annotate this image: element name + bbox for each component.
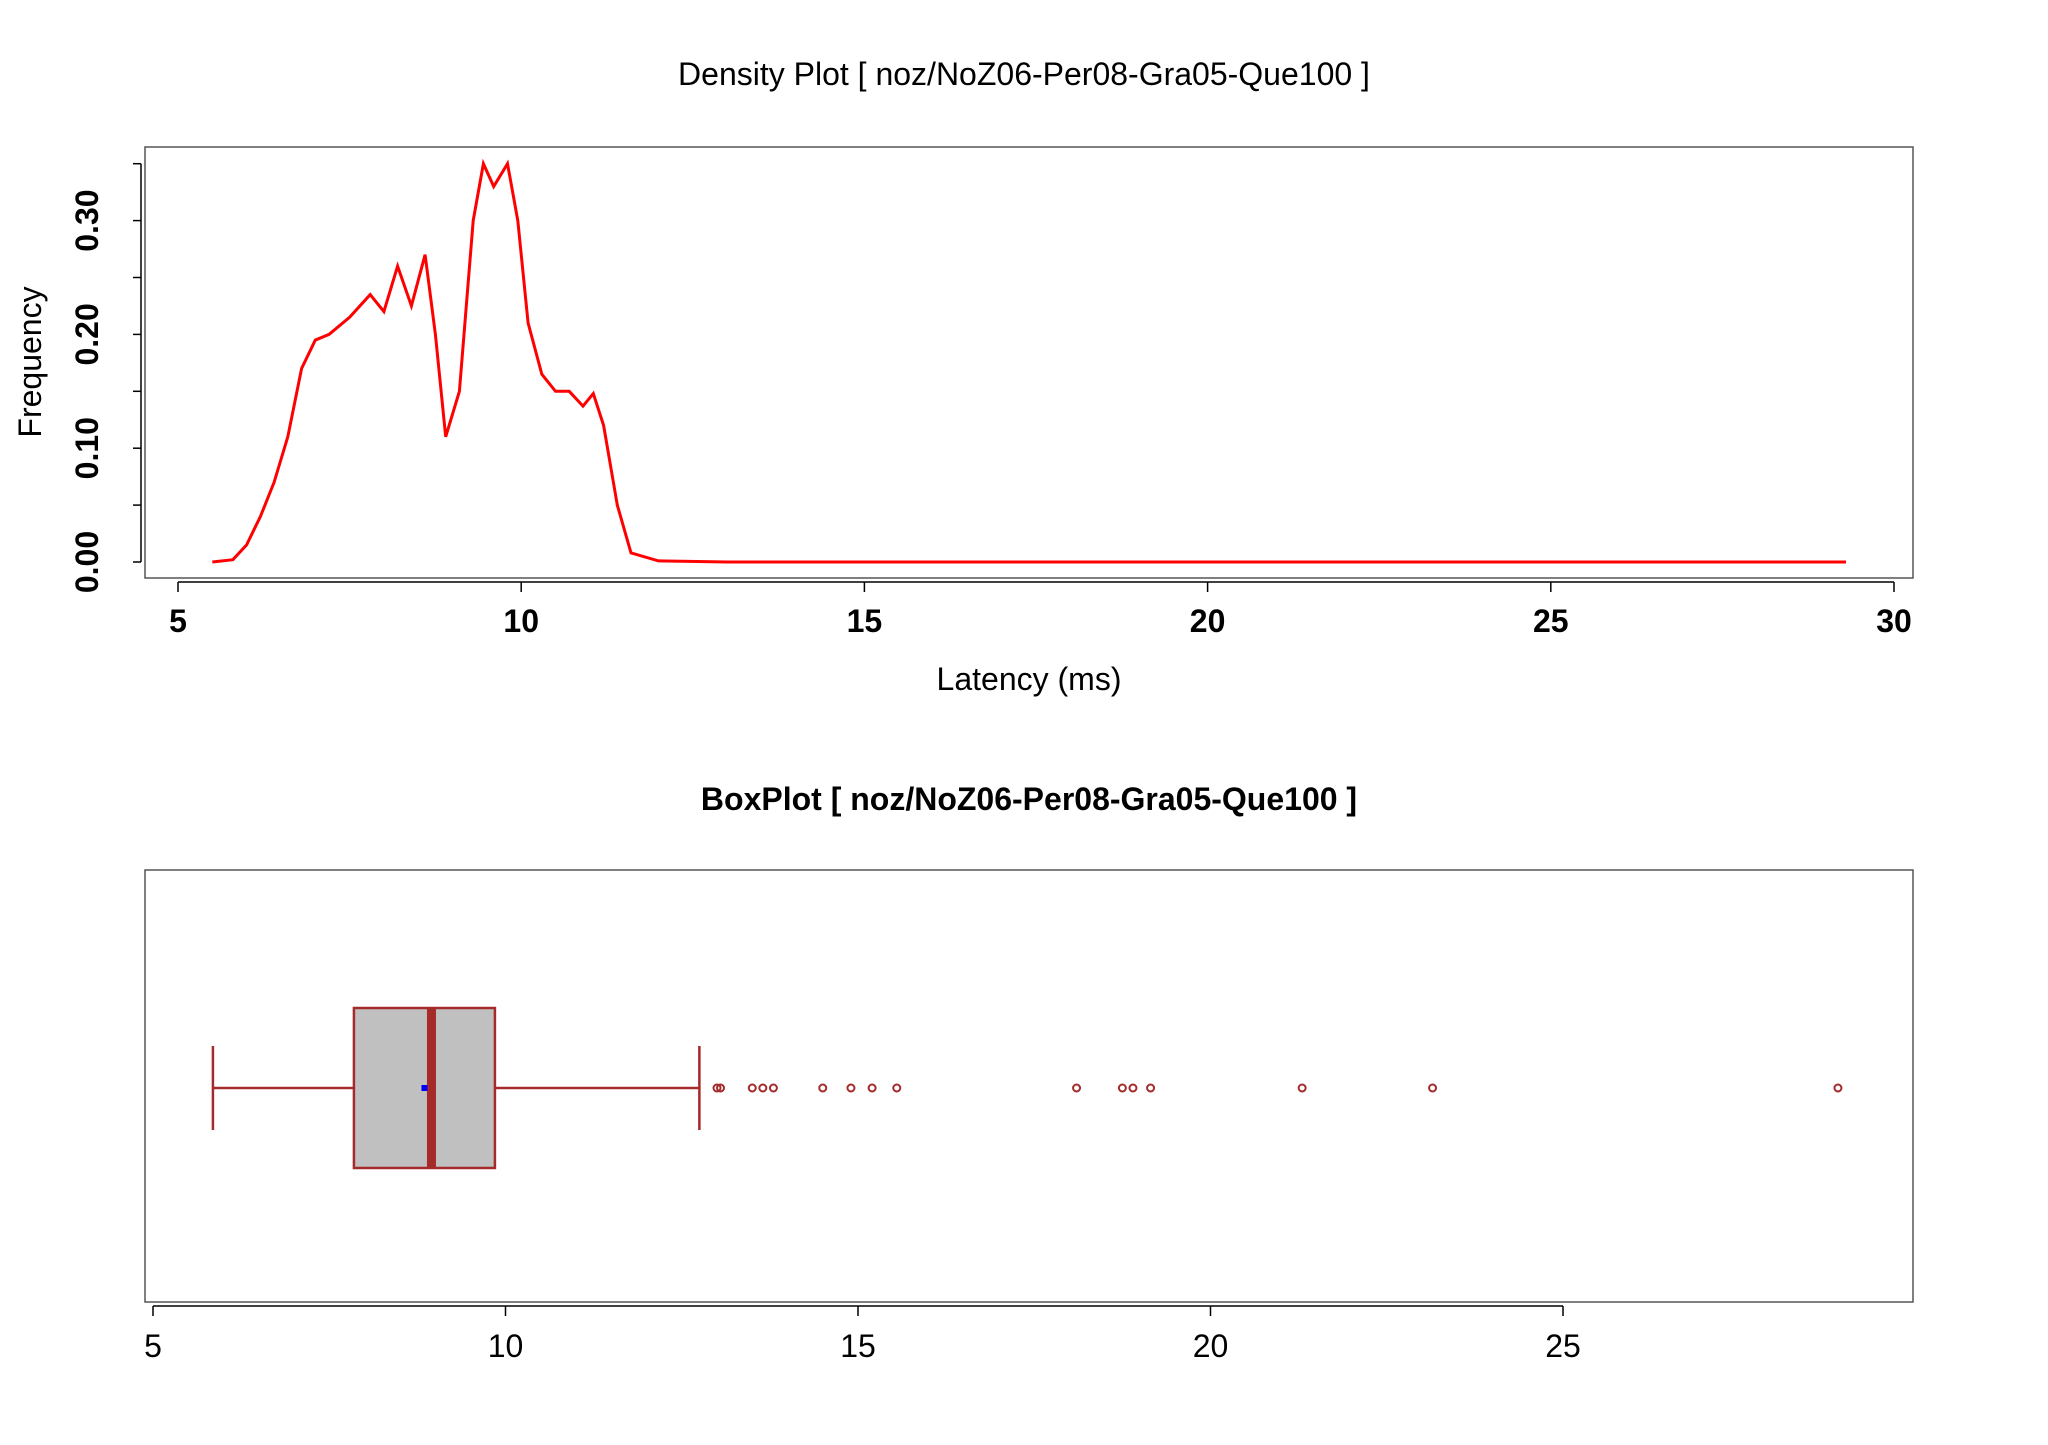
- density-x-tick-label: 10: [503, 603, 539, 639]
- density-x-tick-label: 5: [169, 603, 187, 639]
- density-x-tick-label: 25: [1533, 603, 1569, 639]
- density-y-tick-label: 0.00: [69, 531, 105, 593]
- density-x-axis: 5 10 15 20 25 30: [169, 581, 1912, 639]
- box-x-tick-label: 10: [488, 1328, 524, 1364]
- box-x-tick-label: 5: [144, 1328, 162, 1364]
- density-x-tick-label: 15: [847, 603, 883, 639]
- box-outlier: [818, 1083, 828, 1093]
- box-x-tick-label: 15: [840, 1328, 876, 1364]
- density-x-label: Latency (ms): [937, 661, 1122, 697]
- box-outlier: [1297, 1083, 1307, 1093]
- box-outlier: [1146, 1083, 1156, 1093]
- density-x-tick-label: 30: [1876, 603, 1912, 639]
- box-outlier: [867, 1083, 877, 1093]
- density-plot-frame: [144, 146, 1914, 579]
- box-outlier: [758, 1083, 768, 1093]
- box-plot-frame: [144, 869, 1914, 1303]
- box-outlier: [1117, 1083, 1127, 1093]
- density-y-tick-label: 0.30: [69, 189, 105, 251]
- density-y-tick-label: 0.20: [69, 303, 105, 365]
- density-y-label: Frequency: [12, 286, 48, 437]
- box-outlier: [846, 1083, 856, 1093]
- box-mean-marker: [421, 1085, 428, 1091]
- box-x-axis: 5 10 15 20 25: [144, 1305, 1581, 1364]
- density-y-tick-label: 0.10: [69, 417, 105, 479]
- density-plot: Density Plot [ noz/NoZ06-Per08-Gra05-Que…: [12, 56, 1914, 697]
- box-outlier: [1072, 1083, 1082, 1093]
- box-outlier: [712, 1083, 722, 1093]
- density-title: Density Plot [ noz/NoZ06-Per08-Gra05-Que…: [678, 56, 1370, 92]
- density-y-axis: 0.00 0.10 0.20 0.30: [69, 162, 142, 593]
- box-outlier: [747, 1083, 757, 1093]
- box-plot: BoxPlot [ noz/NoZ06-Per08-Gra05-Que100 ]…: [144, 781, 1914, 1364]
- density-line: [212, 158, 1846, 564]
- box-outlier: [716, 1083, 726, 1093]
- box-outlier: [892, 1083, 902, 1093]
- box-outlier: [1428, 1083, 1438, 1093]
- box-iqr: [352, 1006, 497, 1170]
- box-title: BoxPlot [ noz/NoZ06-Per08-Gra05-Que100 ]: [701, 781, 1357, 817]
- box-marks: [211, 1006, 1843, 1170]
- box-outlier: [768, 1083, 778, 1093]
- box-outlier: [1128, 1083, 1138, 1093]
- box-outlier: [1833, 1083, 1843, 1093]
- density-x-tick-label: 20: [1190, 603, 1226, 639]
- box-x-tick-label: 25: [1545, 1328, 1581, 1364]
- box-x-tick-label: 20: [1193, 1328, 1229, 1364]
